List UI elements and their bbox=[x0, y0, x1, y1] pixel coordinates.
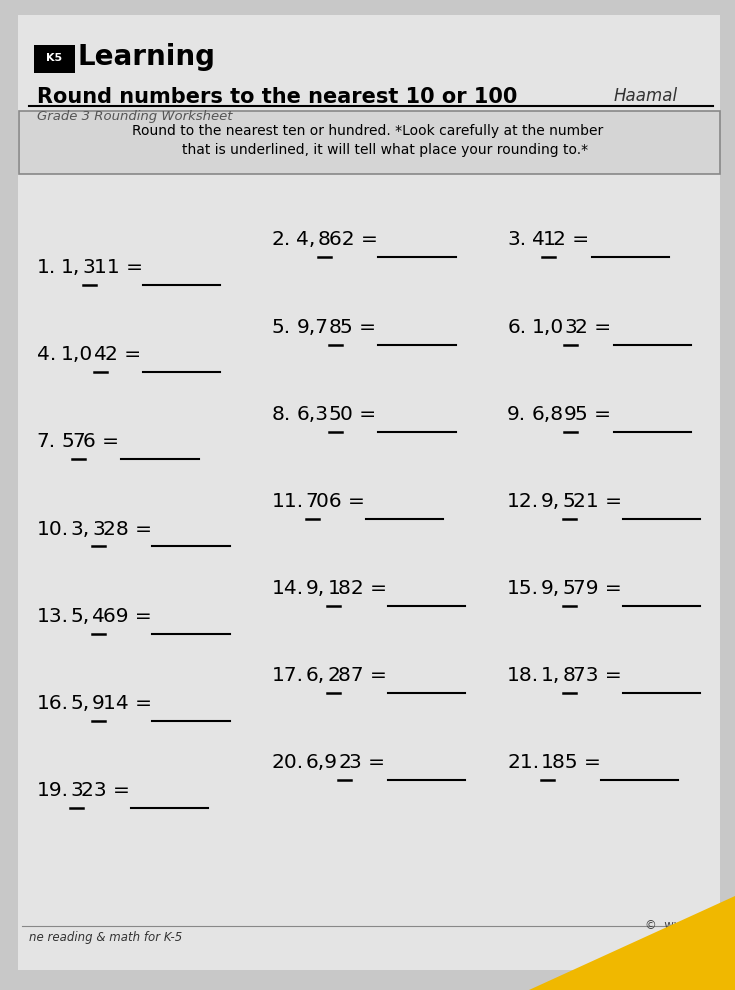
Text: 3,: 3, bbox=[71, 520, 90, 539]
Text: 1: 1 bbox=[327, 579, 340, 598]
Text: 87 =: 87 = bbox=[338, 666, 387, 685]
Text: Round to the nearest ten or hundred. *Look carefully at the number
        that : Round to the nearest ten or hundred. *Lo… bbox=[132, 124, 603, 157]
Text: 8.: 8. bbox=[272, 405, 291, 424]
Text: 7: 7 bbox=[306, 492, 318, 511]
Text: Haamal: Haamal bbox=[614, 87, 678, 105]
Text: K5: K5 bbox=[46, 53, 62, 63]
Text: 17.: 17. bbox=[272, 666, 304, 685]
Text: 3: 3 bbox=[92, 520, 105, 539]
Text: 6,3: 6,3 bbox=[296, 405, 329, 424]
Text: 15.: 15. bbox=[507, 579, 539, 598]
Text: 5.: 5. bbox=[272, 318, 291, 337]
Text: 4: 4 bbox=[92, 607, 105, 626]
Text: 2.: 2. bbox=[272, 231, 291, 249]
FancyBboxPatch shape bbox=[34, 45, 75, 73]
Text: 10.: 10. bbox=[37, 520, 69, 539]
Text: 2: 2 bbox=[327, 666, 340, 685]
Text: 8: 8 bbox=[562, 666, 576, 685]
Text: 28 =: 28 = bbox=[103, 520, 152, 539]
FancyBboxPatch shape bbox=[18, 15, 720, 970]
Text: 13.: 13. bbox=[37, 607, 69, 626]
Text: 0 =: 0 = bbox=[340, 405, 376, 424]
Text: 3.: 3. bbox=[507, 231, 526, 249]
Text: Round numbers to the nearest 10 or 100: Round numbers to the nearest 10 or 100 bbox=[37, 87, 517, 107]
Text: 9,: 9, bbox=[541, 579, 560, 598]
Text: 1: 1 bbox=[542, 231, 555, 249]
Text: 6 =: 6 = bbox=[83, 433, 119, 451]
Text: 3: 3 bbox=[83, 258, 96, 277]
Text: Learning: Learning bbox=[77, 43, 215, 70]
Text: 2 =: 2 = bbox=[553, 231, 589, 249]
Text: 1: 1 bbox=[541, 753, 553, 772]
Text: 1.: 1. bbox=[37, 258, 56, 277]
Text: 14.: 14. bbox=[272, 579, 304, 598]
Text: 23 =: 23 = bbox=[82, 781, 130, 800]
Text: 1,0: 1,0 bbox=[531, 318, 564, 337]
Text: 2 =: 2 = bbox=[104, 346, 141, 364]
Text: 21.: 21. bbox=[507, 753, 539, 772]
Text: 11.: 11. bbox=[272, 492, 304, 511]
Text: 21 =: 21 = bbox=[573, 492, 623, 511]
Text: 18.: 18. bbox=[507, 666, 539, 685]
Text: 69 =: 69 = bbox=[103, 607, 151, 626]
Text: 8: 8 bbox=[318, 231, 331, 249]
Text: 9.: 9. bbox=[507, 405, 526, 424]
Text: 06 =: 06 = bbox=[317, 492, 365, 511]
Text: 85 =: 85 = bbox=[552, 753, 600, 772]
Text: 3: 3 bbox=[71, 781, 83, 800]
Text: ©  www.k5l: © www.k5l bbox=[645, 919, 713, 932]
Text: 9,: 9, bbox=[306, 579, 325, 598]
Text: 5 =: 5 = bbox=[340, 318, 376, 337]
Text: 8: 8 bbox=[329, 318, 342, 337]
Text: 9,: 9, bbox=[541, 492, 560, 511]
Text: 6,: 6, bbox=[306, 666, 325, 685]
Text: 4.: 4. bbox=[37, 346, 56, 364]
Text: 5: 5 bbox=[61, 433, 74, 451]
Text: 6,8: 6,8 bbox=[531, 405, 564, 424]
Text: 5 =: 5 = bbox=[575, 405, 611, 424]
Text: 5: 5 bbox=[329, 405, 342, 424]
Text: ne reading & math for K-5: ne reading & math for K-5 bbox=[29, 931, 183, 943]
Text: 82 =: 82 = bbox=[338, 579, 387, 598]
Text: 16.: 16. bbox=[37, 694, 69, 713]
Text: 7: 7 bbox=[72, 433, 85, 451]
Text: 4: 4 bbox=[531, 231, 545, 249]
Polygon shape bbox=[529, 896, 735, 990]
Text: 2: 2 bbox=[338, 753, 351, 772]
Text: 1,: 1, bbox=[61, 258, 81, 277]
FancyBboxPatch shape bbox=[19, 111, 720, 174]
Text: 5: 5 bbox=[562, 579, 576, 598]
Text: 73 =: 73 = bbox=[573, 666, 622, 685]
Text: 20.: 20. bbox=[272, 753, 304, 772]
Text: 4: 4 bbox=[94, 346, 107, 364]
Text: 11 =: 11 = bbox=[94, 258, 143, 277]
Text: 3 =: 3 = bbox=[349, 753, 385, 772]
Text: 12.: 12. bbox=[507, 492, 539, 511]
Text: 5: 5 bbox=[562, 492, 576, 511]
Text: 5,: 5, bbox=[71, 607, 90, 626]
Text: 1,: 1, bbox=[541, 666, 560, 685]
Text: 6,9: 6,9 bbox=[306, 753, 337, 772]
Text: 1,0: 1,0 bbox=[61, 346, 93, 364]
Text: 3: 3 bbox=[564, 318, 577, 337]
Text: 62 =: 62 = bbox=[329, 231, 378, 249]
Text: 9: 9 bbox=[564, 405, 577, 424]
Text: 5,: 5, bbox=[71, 694, 90, 713]
Text: 9,7: 9,7 bbox=[296, 318, 329, 337]
Text: 6.: 6. bbox=[507, 318, 526, 337]
Text: 7.: 7. bbox=[37, 433, 56, 451]
Text: 19.: 19. bbox=[37, 781, 69, 800]
Text: Grade 3 Rounding Worksheet: Grade 3 Rounding Worksheet bbox=[37, 110, 232, 123]
Text: 4,: 4, bbox=[296, 231, 316, 249]
Text: 14 =: 14 = bbox=[103, 694, 152, 713]
Text: 9: 9 bbox=[92, 694, 105, 713]
Text: 79 =: 79 = bbox=[573, 579, 622, 598]
Text: 2 =: 2 = bbox=[575, 318, 612, 337]
